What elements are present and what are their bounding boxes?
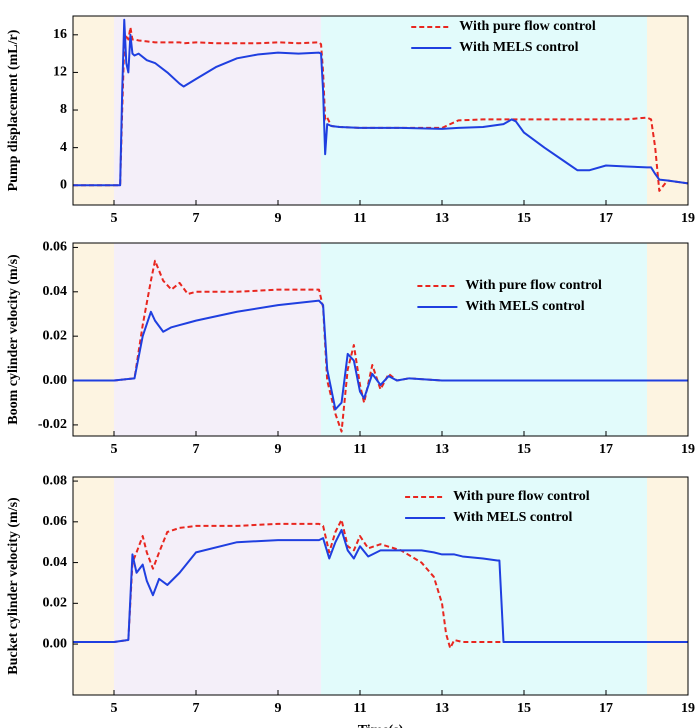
x-tick-label: 15: [517, 211, 531, 226]
y-tick-label: 0.04: [43, 555, 68, 570]
x-tick-label: 13: [435, 211, 449, 226]
x-tick-label: 15: [517, 442, 531, 457]
x-tick-label: 19: [681, 442, 695, 457]
x-tick-label: 9: [275, 701, 282, 716]
series-line: [73, 299, 688, 411]
x-tick-label: 5: [111, 442, 118, 457]
phase-band: [73, 16, 114, 205]
legend-label: With MELS control: [465, 299, 584, 314]
y-tick-label: 0.00: [43, 373, 68, 388]
x-tick-label: 17: [599, 701, 613, 716]
y-tick-label: 0.02: [43, 596, 68, 611]
x-tick-label: 11: [353, 701, 366, 716]
phase-band: [114, 16, 322, 205]
y-tick-label: 0.08: [43, 473, 68, 488]
y-tick-label: 4: [60, 140, 67, 155]
x-axis-label: Time(s): [358, 723, 404, 728]
phase-band: [647, 243, 688, 436]
series-line: [73, 528, 688, 644]
legend-label: With MELS control: [453, 510, 572, 525]
plot-frame: [72, 476, 689, 696]
phase-band: [321, 477, 647, 695]
y-tick-label: 0.02: [43, 328, 68, 343]
y-tick-label: 0: [60, 177, 67, 192]
legend-label: With pure flow control: [453, 489, 590, 504]
x-tick-label: 7: [193, 442, 200, 457]
y-tick-label: 0.06: [43, 240, 68, 255]
x-tick-label: 11: [353, 211, 366, 226]
phase-band: [73, 477, 114, 695]
plot-frame: [72, 242, 689, 437]
x-tick-label: 7: [193, 211, 200, 226]
y-tick-label: 0.00: [43, 636, 68, 651]
series-line: [73, 518, 688, 650]
y-tick-label: 0.06: [43, 514, 68, 529]
y-tick-label: 8: [60, 102, 67, 117]
x-tick-label: 13: [435, 442, 449, 457]
x-tick-label: 11: [353, 442, 366, 457]
phase-band: [114, 477, 322, 695]
legend-label: With MELS control: [459, 40, 578, 55]
phase-band: [321, 243, 647, 436]
x-tick-label: 7: [193, 701, 200, 716]
phase-band: [647, 16, 688, 205]
legend-label: With pure flow control: [465, 278, 602, 293]
x-tick-label: 19: [681, 211, 695, 226]
y-tick-label: 0.04: [43, 284, 68, 299]
x-tick-label: 5: [111, 701, 118, 716]
x-tick-label: 17: [599, 442, 613, 457]
y-axis-label: Bucket cylinder velocity (m/s): [6, 497, 21, 675]
phase-band: [114, 243, 322, 436]
series-line: [73, 18, 688, 187]
phase-band: [321, 16, 647, 205]
x-tick-label: 9: [275, 442, 282, 457]
y-tick-label: 12: [53, 65, 67, 80]
y-tick-label: -0.02: [38, 417, 67, 432]
x-tick-label: 5: [111, 211, 118, 226]
phase-band: [73, 243, 114, 436]
y-axis-label: Boom cylinder velocity (m/s): [6, 254, 21, 425]
y-axis-label: Pump displacement (mL/r): [6, 29, 21, 191]
x-tick-label: 19: [681, 701, 695, 716]
series-line: [73, 26, 688, 192]
x-tick-label: 17: [599, 211, 613, 226]
plot-frame: [72, 15, 689, 206]
phase-band: [647, 477, 688, 695]
x-tick-label: 13: [435, 701, 449, 716]
legend-label: With pure flow control: [459, 19, 596, 34]
x-tick-label: 15: [517, 701, 531, 716]
x-tick-label: 9: [275, 211, 282, 226]
y-tick-label: 16: [53, 27, 67, 42]
